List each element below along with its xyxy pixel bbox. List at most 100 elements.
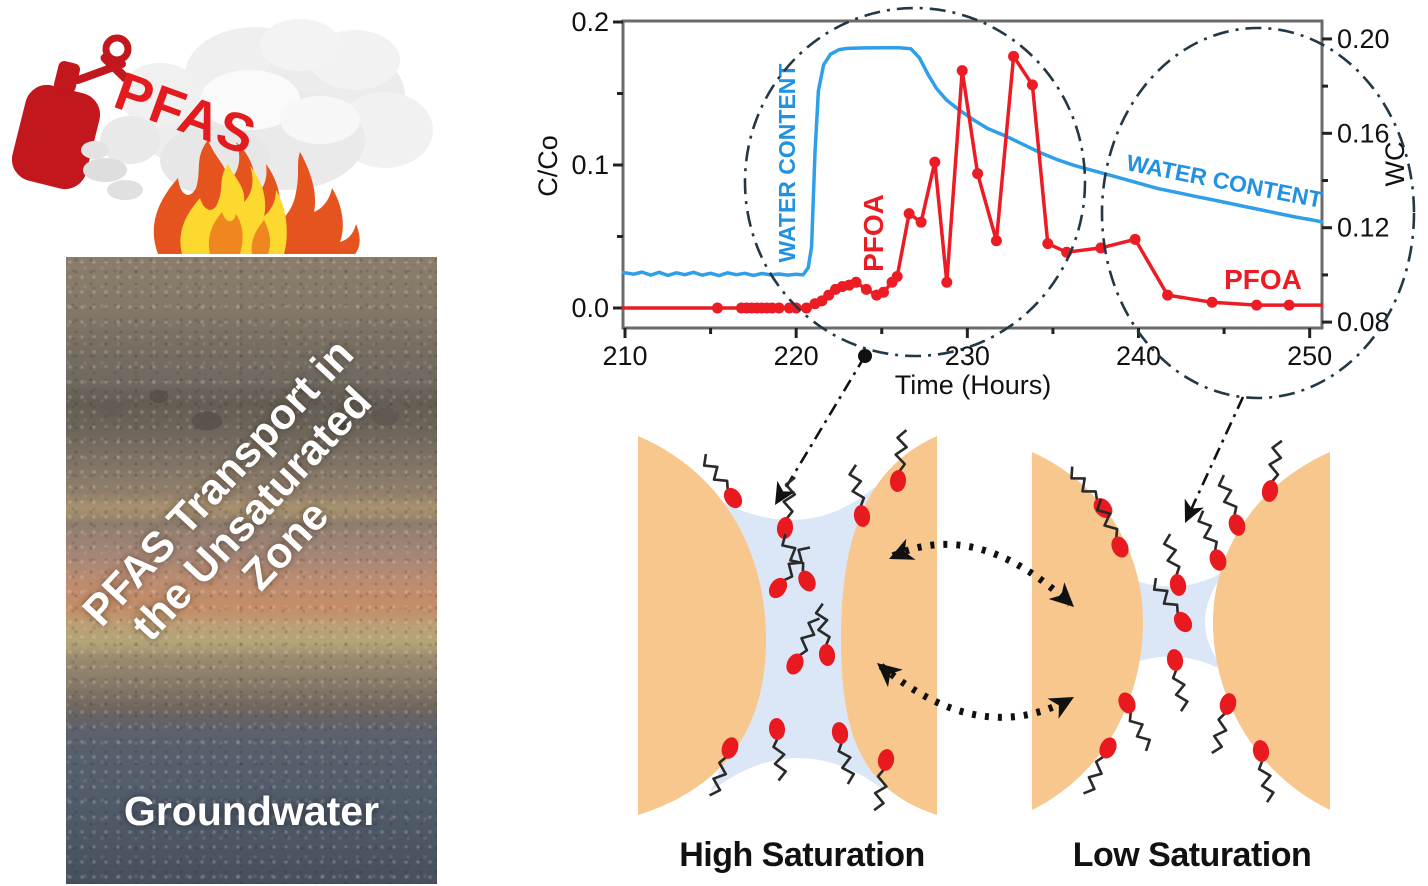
molecule-tail (1268, 439, 1283, 483)
pfas-molecule (831, 722, 856, 785)
cloud-puff (260, 19, 340, 71)
x-tick-label: 230 (945, 341, 990, 371)
data-point (751, 302, 763, 314)
molecule-tail (772, 737, 788, 782)
pfas-molecule (709, 737, 739, 797)
x-tick-label: 220 (774, 341, 819, 371)
right-axis-title: WC (1380, 142, 1410, 187)
data-point (877, 286, 889, 298)
series-label: WATER CONTENT (1124, 149, 1324, 212)
pfas-molecule (781, 533, 816, 592)
pfas-molecule (1070, 466, 1113, 518)
data-point (1162, 289, 1174, 301)
pfas-molecule (1252, 740, 1275, 803)
data-point (1283, 299, 1295, 311)
arrowhead (1048, 582, 1074, 607)
data-point (1251, 299, 1263, 311)
pfas-plume-label: PFAS (107, 60, 264, 167)
molecule-head (1219, 693, 1237, 715)
plot-frame (621, 19, 1324, 330)
molecule-tail (814, 602, 831, 647)
data-point (903, 208, 915, 220)
molecule-head (786, 653, 804, 675)
pfas-molecule (1118, 692, 1151, 752)
groundwater-label: Groundwater (123, 788, 380, 834)
data-point (860, 283, 872, 295)
grain-low-left (1032, 452, 1143, 810)
pfas-molecule (814, 602, 836, 666)
flame-mid (208, 212, 243, 254)
pfas-molecule (889, 429, 908, 492)
molecule-head (1209, 549, 1227, 571)
data-point (1026, 79, 1038, 91)
molecule-tail (848, 464, 866, 508)
data-point (790, 302, 802, 314)
data-point (756, 302, 768, 314)
data-point (843, 279, 855, 291)
cloud-puff (81, 141, 109, 159)
extinguisher-neck (53, 61, 81, 93)
data-point (1206, 296, 1218, 308)
arrowhead (1184, 498, 1204, 523)
data-point (783, 302, 795, 314)
flame-mid (251, 220, 271, 254)
molecule-tail (1162, 533, 1181, 577)
molecule-head (1111, 536, 1129, 558)
data-point (766, 302, 778, 314)
molecule-tail (798, 617, 820, 657)
data-point (800, 302, 812, 314)
x-tick-label: 210 (602, 341, 647, 371)
series-label: WATER CONTENT (774, 64, 800, 263)
molecule-tail (782, 546, 811, 582)
left-tick-label: 0.2 (571, 7, 609, 37)
extinguisher-handle (74, 60, 126, 84)
molecule-head (1099, 737, 1117, 759)
molecule-head (798, 570, 816, 592)
data-point (956, 65, 968, 77)
connector-line (780, 355, 867, 495)
molecule-tail (709, 755, 728, 797)
pfas-molecule (776, 476, 797, 539)
data-point (761, 302, 773, 314)
data-point (850, 276, 862, 288)
data-point (746, 302, 758, 314)
pfas-molecule (1261, 439, 1283, 502)
right-tick-label: 0.16 (1337, 118, 1390, 148)
axis-ticks (613, 20, 1332, 338)
molecule-head (1261, 480, 1279, 502)
data-point (972, 168, 984, 180)
molecule-head (768, 718, 786, 740)
pfas-molecule (1096, 498, 1129, 558)
left-tick-label: 0.1 (571, 150, 609, 180)
exchange-arc-top (891, 540, 1073, 607)
pfas-molecule (1083, 737, 1117, 795)
data-point (823, 289, 835, 301)
data-point (990, 235, 1002, 247)
data-point (816, 295, 828, 307)
molecule-head (831, 722, 849, 744)
series-pfoa (621, 54, 1324, 310)
molecule-head (1093, 498, 1113, 518)
data-point (773, 302, 785, 314)
right-tick-label: 0.12 (1337, 213, 1390, 243)
data-point (929, 156, 941, 168)
molecule-tail (782, 476, 797, 520)
data-point (1061, 246, 1073, 258)
arrowhead (889, 538, 916, 560)
molecule-head (723, 487, 743, 509)
data-point (711, 302, 723, 314)
molecule-head (1118, 692, 1136, 714)
cloud-puff (83, 158, 127, 182)
exchange-arrows (877, 538, 1074, 721)
molecule-head (877, 749, 895, 771)
water-film-high (700, 487, 884, 792)
molecule-tail (894, 429, 908, 473)
right-tick-label: 0.20 (1337, 24, 1390, 54)
cloud-puff (255, 45, 405, 145)
rock-layer (66, 385, 437, 443)
high-saturation-label: High Saturation (679, 836, 925, 874)
data-point (1042, 238, 1054, 250)
molecule-head (853, 505, 871, 527)
grain-high-left (638, 436, 766, 815)
arrowhead (1047, 697, 1074, 719)
